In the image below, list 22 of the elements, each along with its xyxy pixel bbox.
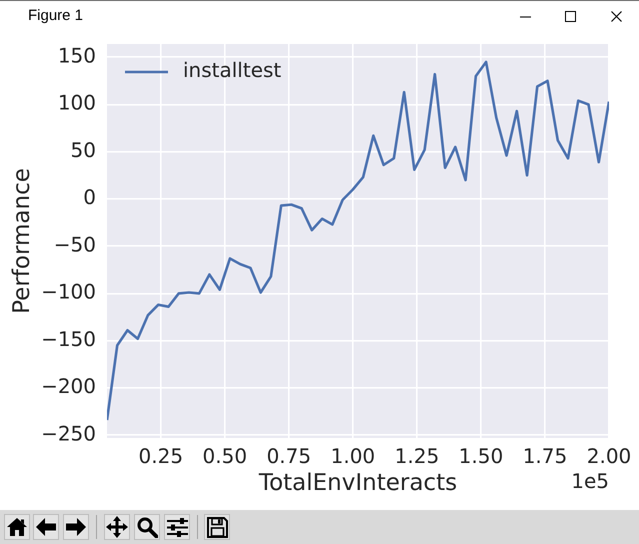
y-tick-label: −50 bbox=[54, 232, 96, 256]
y-tick-label: 100 bbox=[58, 90, 96, 115]
y-tick-label: 150 bbox=[58, 43, 96, 68]
x-tick-label: 1.00 bbox=[330, 444, 376, 468]
chart-title: Figure 1 bbox=[28, 7, 84, 25]
text: 1e5 bbox=[571, 469, 609, 494]
x-tick-label: 1.75 bbox=[522, 444, 568, 468]
x-tick-label: 0.25 bbox=[138, 444, 184, 468]
y-tick-label: 50 bbox=[70, 138, 96, 162]
x-tick-label: 0.50 bbox=[202, 444, 248, 468]
x-tick-label: 1.25 bbox=[394, 444, 440, 468]
x-tick-label: 0.75 bbox=[266, 444, 312, 468]
y-tick-label: 0 bbox=[83, 185, 96, 210]
y-tick-label: −100 bbox=[41, 280, 96, 304]
y-tick-label: −150 bbox=[41, 326, 96, 351]
x-axis-title: TotalEnvInteracts bbox=[258, 470, 458, 496]
x-tick-label: 2.00 bbox=[586, 444, 632, 468]
y-axis-title: Performance bbox=[8, 168, 35, 314]
y-tick-label: −250 bbox=[41, 421, 96, 446]
x-tick-label: 1.50 bbox=[458, 444, 504, 468]
legend-label: installtest bbox=[183, 58, 282, 82]
y-tick-label: −200 bbox=[41, 374, 96, 398]
